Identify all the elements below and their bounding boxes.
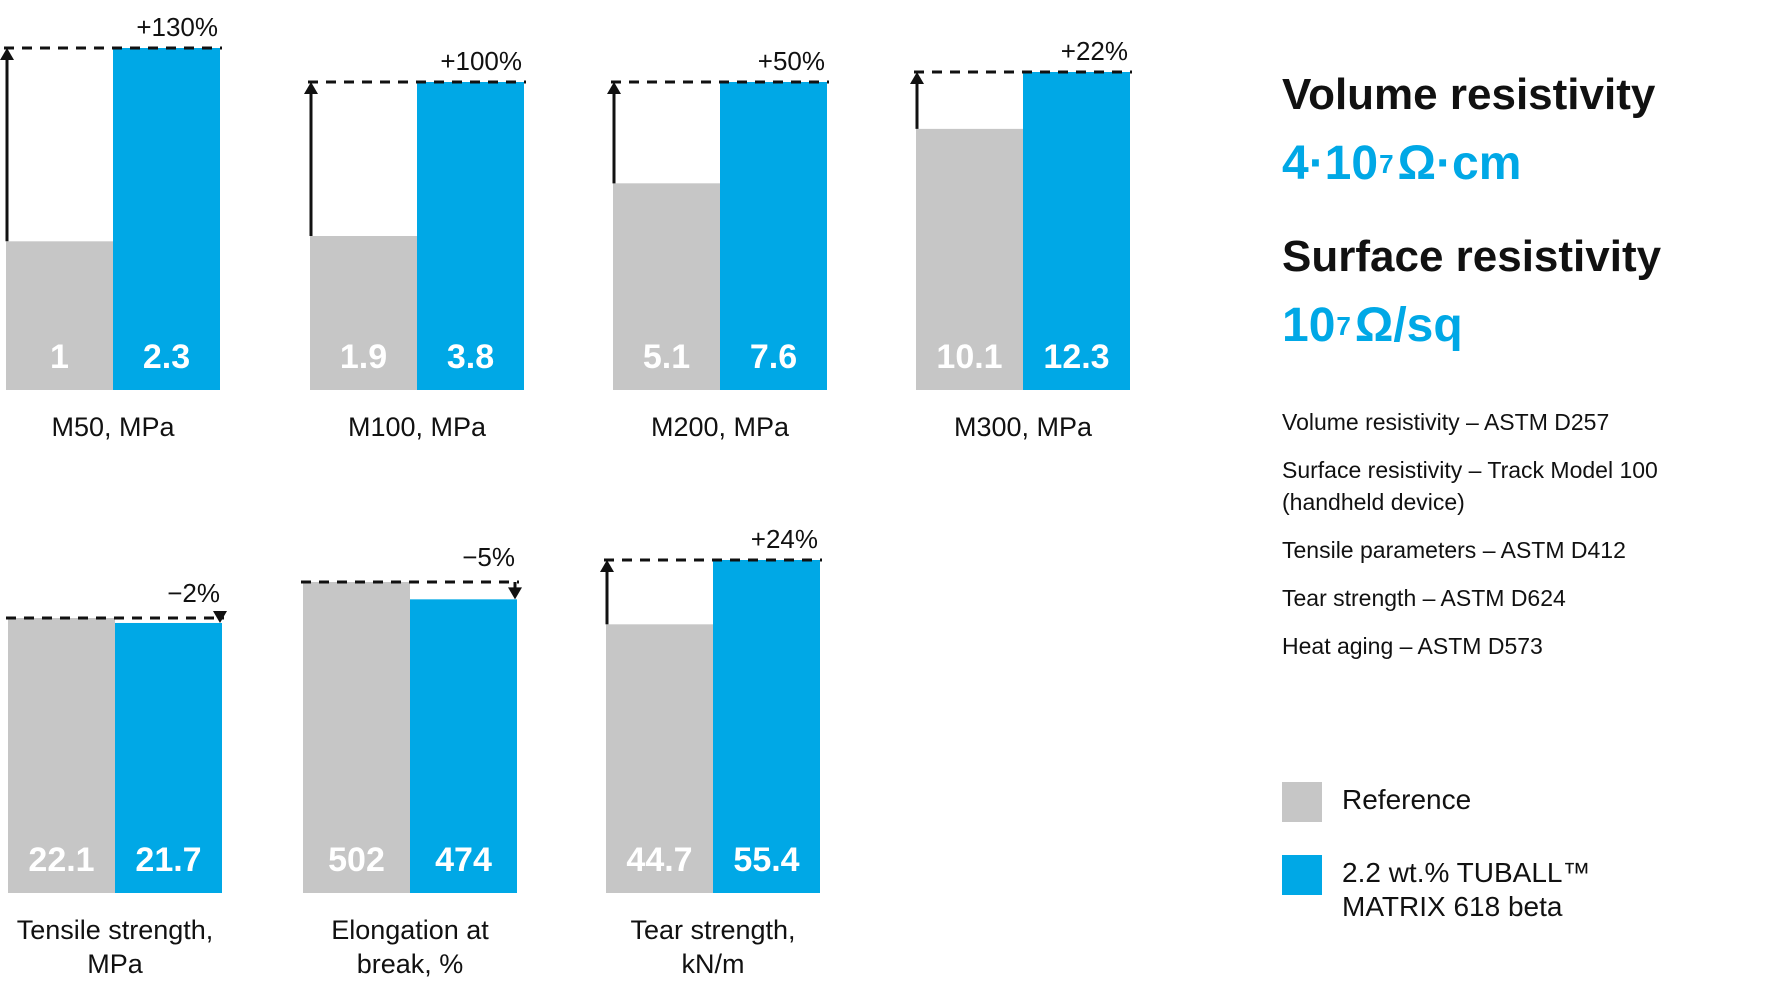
change-percent-label: +130% xyxy=(136,12,218,42)
note-heat-aging-method: Heat aging – ASTM D573 xyxy=(1282,633,1543,659)
bar-value-label: 1 xyxy=(50,338,69,376)
bar-value-label: 10.1 xyxy=(936,338,1002,376)
bar-reference xyxy=(916,128,1023,390)
change-percent-label: +50% xyxy=(758,46,825,76)
category-label: M50, MPa xyxy=(51,412,175,442)
bar-reference xyxy=(310,236,417,390)
legend-label-tuball: 2.2 wt.% TUBALL™ MATRIX 618 beta xyxy=(1342,857,1591,922)
change-percent-label: −2% xyxy=(167,578,220,608)
category-label: MPa xyxy=(87,949,144,979)
change-arrow-head xyxy=(600,560,614,572)
bar-reference xyxy=(8,618,115,893)
note-volume-method: Volume resistivity – ASTM D257 xyxy=(1282,409,1610,435)
change-arrow-head xyxy=(607,82,621,94)
bar-value-label: 55.4 xyxy=(733,841,799,879)
legend-swatch-tuball xyxy=(1282,855,1322,895)
bar-value-label: 7.6 xyxy=(750,338,797,376)
bar-reference xyxy=(606,624,713,893)
category-label: Tensile strength, xyxy=(17,915,214,945)
bar-value-label: 12.3 xyxy=(1043,338,1109,376)
volume-resistivity-title: Volume resistivity xyxy=(1282,70,1656,119)
surface-exponent: 7 xyxy=(1336,311,1351,341)
legend-label-reference: Reference xyxy=(1342,784,1472,815)
change-arrow-head xyxy=(304,82,318,94)
change-percent-label: +24% xyxy=(751,524,818,554)
change-arrow-head xyxy=(213,610,227,623)
legend-swatch-reference xyxy=(1282,782,1322,822)
bar-tuball xyxy=(113,48,220,390)
surface-unit: Ω/sq xyxy=(1354,299,1463,352)
bar-value-label: 22.1 xyxy=(28,841,94,879)
note-surface-method: Surface resistivity – Track Model 100 (h… xyxy=(1282,457,1658,515)
change-percent-label: +100% xyxy=(440,46,522,76)
volume-unit: Ω·cm xyxy=(1397,137,1522,190)
change-arrow-head xyxy=(0,48,14,60)
bar-value-label: 21.7 xyxy=(135,841,201,879)
bar-value-label: 502 xyxy=(328,841,385,879)
bar-value-label: 44.7 xyxy=(626,841,692,879)
change-arrow-head xyxy=(508,587,522,600)
bar-value-label: 474 xyxy=(435,841,492,879)
bar-reference xyxy=(613,183,720,390)
change-percent-label: −5% xyxy=(462,542,515,572)
category-label: kN/m xyxy=(682,949,745,979)
bar-tuball xyxy=(115,622,222,893)
bar-reference xyxy=(303,582,410,893)
bar-tuball xyxy=(713,560,820,893)
bar-tuball xyxy=(720,82,827,390)
bar-value-label: 2.3 xyxy=(143,338,190,376)
bar-value-label: 1.9 xyxy=(340,338,387,376)
bar-value-label: 3.8 xyxy=(447,338,494,376)
volume-mantissa: 4·10 xyxy=(1282,137,1379,190)
note-tear-method: Tear strength – ASTM D624 xyxy=(1282,585,1566,611)
change-arrow-head xyxy=(910,72,924,84)
bar-tuball xyxy=(417,82,524,390)
bar-reference xyxy=(6,241,113,390)
bar-value-label: 5.1 xyxy=(643,338,690,376)
note-tensile-method: Tensile parameters – ASTM D412 xyxy=(1282,537,1626,563)
category-label: M300, MPa xyxy=(954,412,1093,442)
change-percent-label: +22% xyxy=(1061,36,1128,66)
surface-resistivity-value: 107Ω/sq xyxy=(1282,298,1463,353)
bar-tuball xyxy=(410,599,517,893)
category-label: Tear strength, xyxy=(630,915,795,945)
surface-resistivity-title: Surface resistivity xyxy=(1282,232,1662,281)
category-label: break, % xyxy=(357,949,464,979)
volume-exponent: 7 xyxy=(1379,149,1394,179)
category-label: Elongation at xyxy=(331,915,489,945)
category-label: M100, MPa xyxy=(348,412,487,442)
category-label: M200, MPa xyxy=(651,412,790,442)
volume-resistivity-value: 4·107Ω·cm xyxy=(1282,136,1521,191)
surface-mantissa: 10 xyxy=(1282,299,1336,352)
bar-tuball xyxy=(1023,72,1130,390)
